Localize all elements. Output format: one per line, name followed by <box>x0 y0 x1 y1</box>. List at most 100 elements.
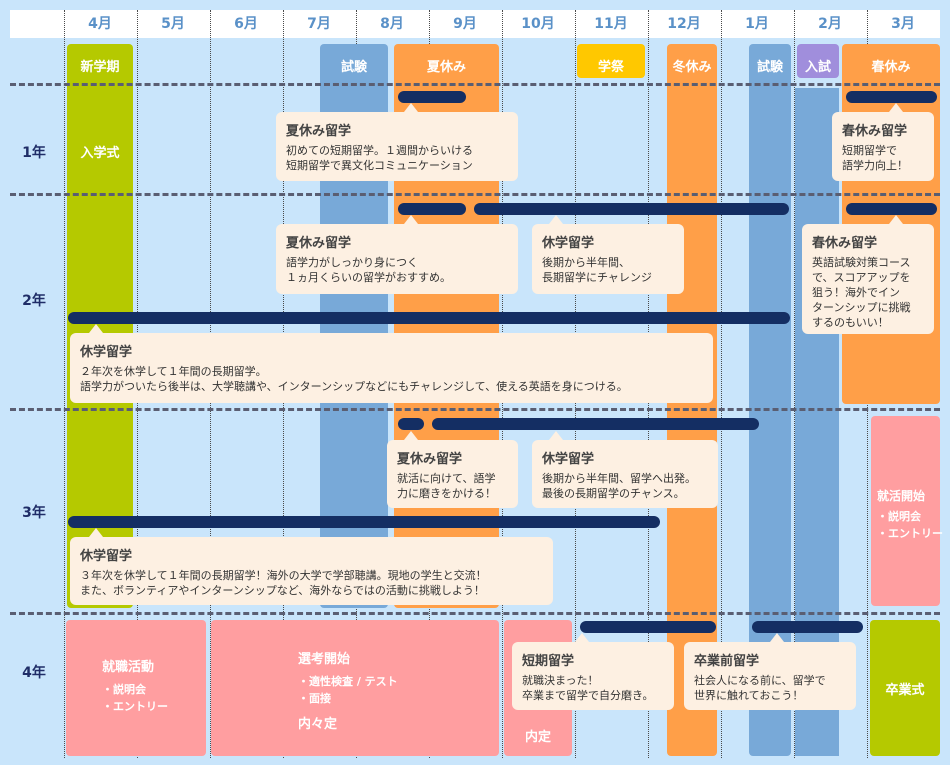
selection-text: 選考開始 ・適性検査 / テスト ・面接 内々定 <box>298 648 398 732</box>
spring-break-label: 春休み <box>871 60 911 75</box>
duration-bar <box>846 91 937 103</box>
card-pointer <box>404 215 418 224</box>
festival-label: 学祭 <box>597 60 624 75</box>
card-y1-summer: 夏休み留学 初めての短期留学。１週間からいける 短期留学で異文化コミュニケーショ… <box>276 103 518 181</box>
job-hunting-text: 就職活動 ・説明会 ・エントリー <box>102 656 168 715</box>
exam-label-winter: 試験 <box>756 60 783 75</box>
winter-break-label: 冬休み <box>672 60 712 75</box>
job-hunting-item: ・エントリー <box>102 700 168 713</box>
month-divider <box>721 10 722 758</box>
card-y2-leave: 休学留学 後期から半年間、 長期留学にチャレンジ <box>532 215 684 294</box>
card-pointer <box>889 215 903 224</box>
card-pointer <box>549 431 563 440</box>
summer-break-label: 夏休み <box>426 60 466 75</box>
new-term-label: 新学期 <box>80 60 120 75</box>
card-pointer <box>889 103 903 112</box>
card-title: 夏休み留学 <box>286 124 352 139</box>
year-divider <box>10 83 940 86</box>
selection-item: ・適性検査 / テスト <box>298 675 398 688</box>
card-title: 短期留学 <box>522 654 575 669</box>
card-body: 社会人になる前に、留学で 世界に触れておこう！ <box>694 674 826 702</box>
card-y4-short: 短期留学 就職決まった！ 卒業まで留学で自分磨き。 <box>512 633 674 710</box>
card-body: 就職決まった！ 卒業まで留学で自分磨き。 <box>522 674 654 702</box>
month-divider <box>794 10 795 758</box>
selection-block <box>211 620 499 756</box>
month-may: 5月 <box>161 16 185 32</box>
job-hunt-start-item: ・説明会 <box>877 510 921 523</box>
year-1-label: 1年 <box>22 145 46 161</box>
card-y2-year: 休学留学 ２年次を休学して１年間の長期留学。 語学力がついたら後半は、大学聴講や… <box>70 324 713 403</box>
job-hunting-title: 就職活動 <box>102 660 155 675</box>
month-mar: 3月 <box>891 16 915 32</box>
year-divider <box>10 408 940 411</box>
selection-title: 選考開始 <box>298 652 351 667</box>
duration-bar <box>752 621 863 633</box>
job-hunting-item: ・説明会 <box>102 683 146 696</box>
month-dec: 12月 <box>667 16 701 32</box>
month-feb: 2月 <box>818 16 842 32</box>
card-body: 短期留学で 語学力向上！ <box>842 144 908 172</box>
card-title: 休学留学 <box>542 452 595 467</box>
month-apr: 4月 <box>88 16 112 32</box>
festival-block <box>577 44 645 78</box>
entrance-ceremony-label: 入学式 <box>80 146 120 161</box>
card-y3-summer: 夏休み留学 就活に向けて、語学 力に磨きをかける！ <box>387 431 518 508</box>
card-title: 休学留学 <box>80 345 133 360</box>
card-title: 夏休み留学 <box>286 236 352 251</box>
card-y2-spring: 春休み留学 英語試験対策コース で、スコアアップを 狙う！海外でイン ターンシッ… <box>802 215 934 334</box>
exam-label: 試験 <box>340 60 367 75</box>
card-title: 卒業前留学 <box>694 654 760 669</box>
card-title: 春休み留学 <box>842 124 908 139</box>
month-jul: 7月 <box>307 16 331 32</box>
duration-bar <box>68 312 790 324</box>
job-hunt-start-text: 就活開始 ・説明会 ・エントリー <box>877 487 943 542</box>
card-body: 就活に向けて、語学 力に磨きをかける！ <box>397 472 496 500</box>
graduation-label: 卒業式 <box>885 683 925 698</box>
duration-bar <box>580 621 716 633</box>
month-divider <box>64 10 65 758</box>
month-oct: 10月 <box>521 16 555 32</box>
card-body: 後期から半年間、 長期留学にチャレンジ <box>542 256 652 284</box>
duration-bar <box>398 91 466 103</box>
card-pointer <box>770 633 784 642</box>
card-body: 初めての短期留学。１週間からいける 短期留学で異文化コミュニケーション <box>286 144 473 172</box>
month-nov: 11月 <box>594 16 628 32</box>
duration-bar <box>432 418 759 430</box>
card-body: 語学力がしっかり身につく １ヵ月くらいの留学がおすすめ。 <box>286 256 451 284</box>
card-title: 休学留学 <box>80 549 133 564</box>
year-divider <box>10 612 940 615</box>
year-3-label: 3年 <box>22 505 46 521</box>
card-pointer <box>404 431 418 440</box>
card-pointer <box>404 103 418 112</box>
graduation-block <box>870 620 940 756</box>
card-y3-year: 休学留学 ３年次を休学して１年間の長期留学！海外の大学で学部聴講。現地の学生と交… <box>70 528 553 605</box>
informal-offer-label: 内々定 <box>298 717 338 732</box>
year-2-label: 2年 <box>22 293 46 309</box>
offer-label: 内定 <box>524 730 551 745</box>
entrance-exam-block <box>797 44 839 78</box>
entrance-exam-label: 入試 <box>804 60 831 75</box>
duration-bar <box>398 418 424 430</box>
year-divider <box>10 193 940 196</box>
card-pointer <box>575 633 589 642</box>
job-hunt-start-item: ・エントリー <box>877 527 943 540</box>
month-header <box>10 10 940 38</box>
card-y1-spring: 春休み留学 短期留学で 語学力向上！ <box>832 103 934 181</box>
card-y3-leave: 休学留学 後期から半年間、留学へ出発。 最後の長期留学のチャンス。 <box>532 431 718 508</box>
year-4-label: 4年 <box>22 665 46 681</box>
card-title: 夏休み留学 <box>397 452 463 467</box>
card-title: 休学留学 <box>542 236 595 251</box>
job-hunt-start-title: 就活開始 <box>877 489 926 503</box>
duration-bar <box>398 203 466 215</box>
card-y4-pre: 卒業前留学 社会人になる前に、留学で 世界に触れておこう！ <box>684 633 856 710</box>
card-body: ２年次を休学して１年間の長期留学。 語学力がついたら後半は、大学聴講や、インター… <box>80 365 628 393</box>
card-pointer <box>549 215 563 224</box>
card-pointer <box>89 324 103 333</box>
month-sep: 9月 <box>453 16 477 32</box>
duration-bar <box>68 516 660 528</box>
duration-bar <box>474 203 789 215</box>
duration-bar <box>846 203 937 215</box>
job-hunting-block <box>66 620 206 756</box>
card-y2-summer: 夏休み留学 語学力がしっかり身につく １ヵ月くらいの留学がおすすめ。 <box>276 215 518 294</box>
